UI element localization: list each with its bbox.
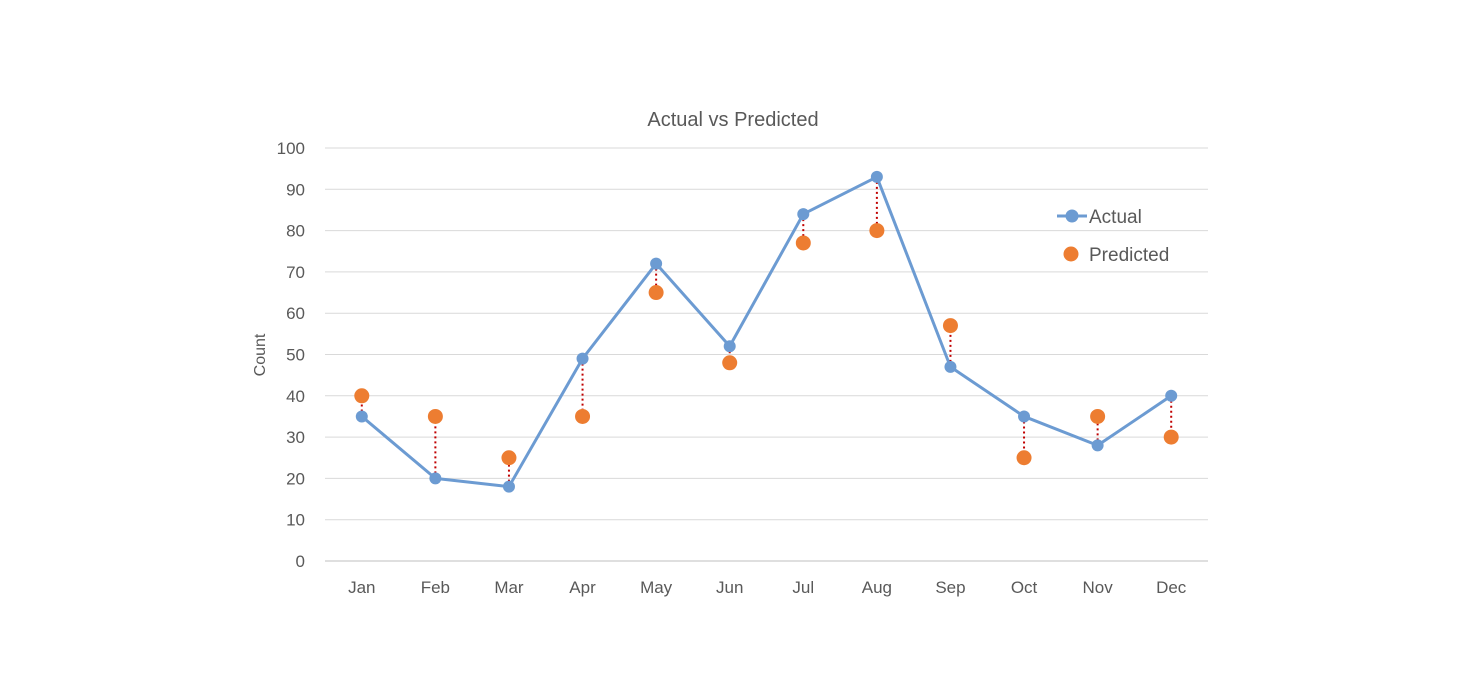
actual-point bbox=[1018, 410, 1031, 423]
x-tick-label: Apr bbox=[569, 578, 596, 597]
legend-item-predicted: Predicted bbox=[1063, 245, 1169, 266]
y-tick-label: 80 bbox=[286, 222, 305, 241]
x-tick-label: Aug bbox=[862, 578, 892, 597]
y-tick-label: 50 bbox=[286, 346, 305, 365]
predicted-point bbox=[1090, 408, 1106, 424]
actual-line bbox=[360, 175, 1173, 489]
y-tick-label: 90 bbox=[286, 180, 305, 199]
y-tick-label: 100 bbox=[277, 139, 305, 158]
x-axis-ticks: Jan Feb Mar Apr May Jun Jul Aug Sep Oct Nov Dec bbox=[348, 578, 1187, 597]
predicted-point bbox=[648, 285, 664, 301]
y-tick-label: 40 bbox=[286, 387, 305, 406]
legend-predicted-label: Predicted bbox=[1089, 245, 1169, 266]
series-predicted bbox=[354, 223, 1179, 466]
predicted-point bbox=[1016, 450, 1032, 466]
error-lines bbox=[360, 176, 1173, 487]
x-tick-label: Nov bbox=[1083, 578, 1114, 597]
x-tick-label: Jan bbox=[348, 578, 375, 597]
predicted-point bbox=[501, 450, 517, 466]
chart-title: Actual vs Predicted bbox=[647, 109, 818, 131]
predicted-point bbox=[942, 318, 958, 334]
x-tick-label: Jun bbox=[716, 578, 743, 597]
x-tick-label: Sep bbox=[935, 578, 965, 597]
actual-point bbox=[870, 170, 883, 183]
y-tick-label: 60 bbox=[286, 304, 305, 323]
predicted-point bbox=[427, 408, 443, 424]
actual-point bbox=[944, 360, 957, 373]
legend-actual-marker bbox=[1065, 209, 1079, 223]
actual-point bbox=[797, 208, 810, 221]
x-tick-label: Oct bbox=[1011, 578, 1038, 597]
actual-point bbox=[723, 340, 736, 353]
y-tick-label: 70 bbox=[286, 263, 305, 282]
actual-point bbox=[355, 410, 368, 423]
gridlines bbox=[325, 147, 1208, 562]
predicted-point bbox=[869, 223, 885, 239]
actual-point bbox=[576, 352, 589, 365]
predicted-point bbox=[795, 235, 811, 251]
predicted-point bbox=[722, 355, 738, 371]
x-tick-label: Dec bbox=[1156, 578, 1187, 597]
predicted-point bbox=[1163, 429, 1179, 445]
x-tick-label: Mar bbox=[494, 578, 524, 597]
y-axis-title: Count bbox=[252, 333, 269, 376]
actual-point bbox=[1091, 439, 1104, 452]
legend-actual-label: Actual bbox=[1089, 207, 1142, 228]
y-axis-ticks: 0 10 20 30 40 50 60 70 80 90 100 bbox=[277, 139, 305, 571]
predicted-point bbox=[354, 388, 370, 404]
x-tick-label: Feb bbox=[421, 578, 450, 597]
actual-point bbox=[502, 480, 515, 493]
y-tick-label: 30 bbox=[286, 428, 305, 447]
x-tick-label: Jul bbox=[792, 578, 814, 597]
x-tick-label: May bbox=[640, 578, 673, 597]
legend-predicted-marker bbox=[1063, 246, 1079, 262]
predicted-point bbox=[575, 408, 591, 424]
legend: Actual Predicted bbox=[1057, 207, 1169, 266]
series-actual bbox=[355, 170, 1178, 493]
y-tick-label: 0 bbox=[296, 552, 305, 571]
actual-point bbox=[650, 257, 663, 270]
legend-item-actual: Actual bbox=[1057, 207, 1142, 228]
y-tick-label: 10 bbox=[286, 511, 305, 530]
actual-point bbox=[1165, 389, 1178, 402]
actual-point bbox=[429, 472, 442, 485]
y-tick-label: 20 bbox=[286, 469, 305, 488]
